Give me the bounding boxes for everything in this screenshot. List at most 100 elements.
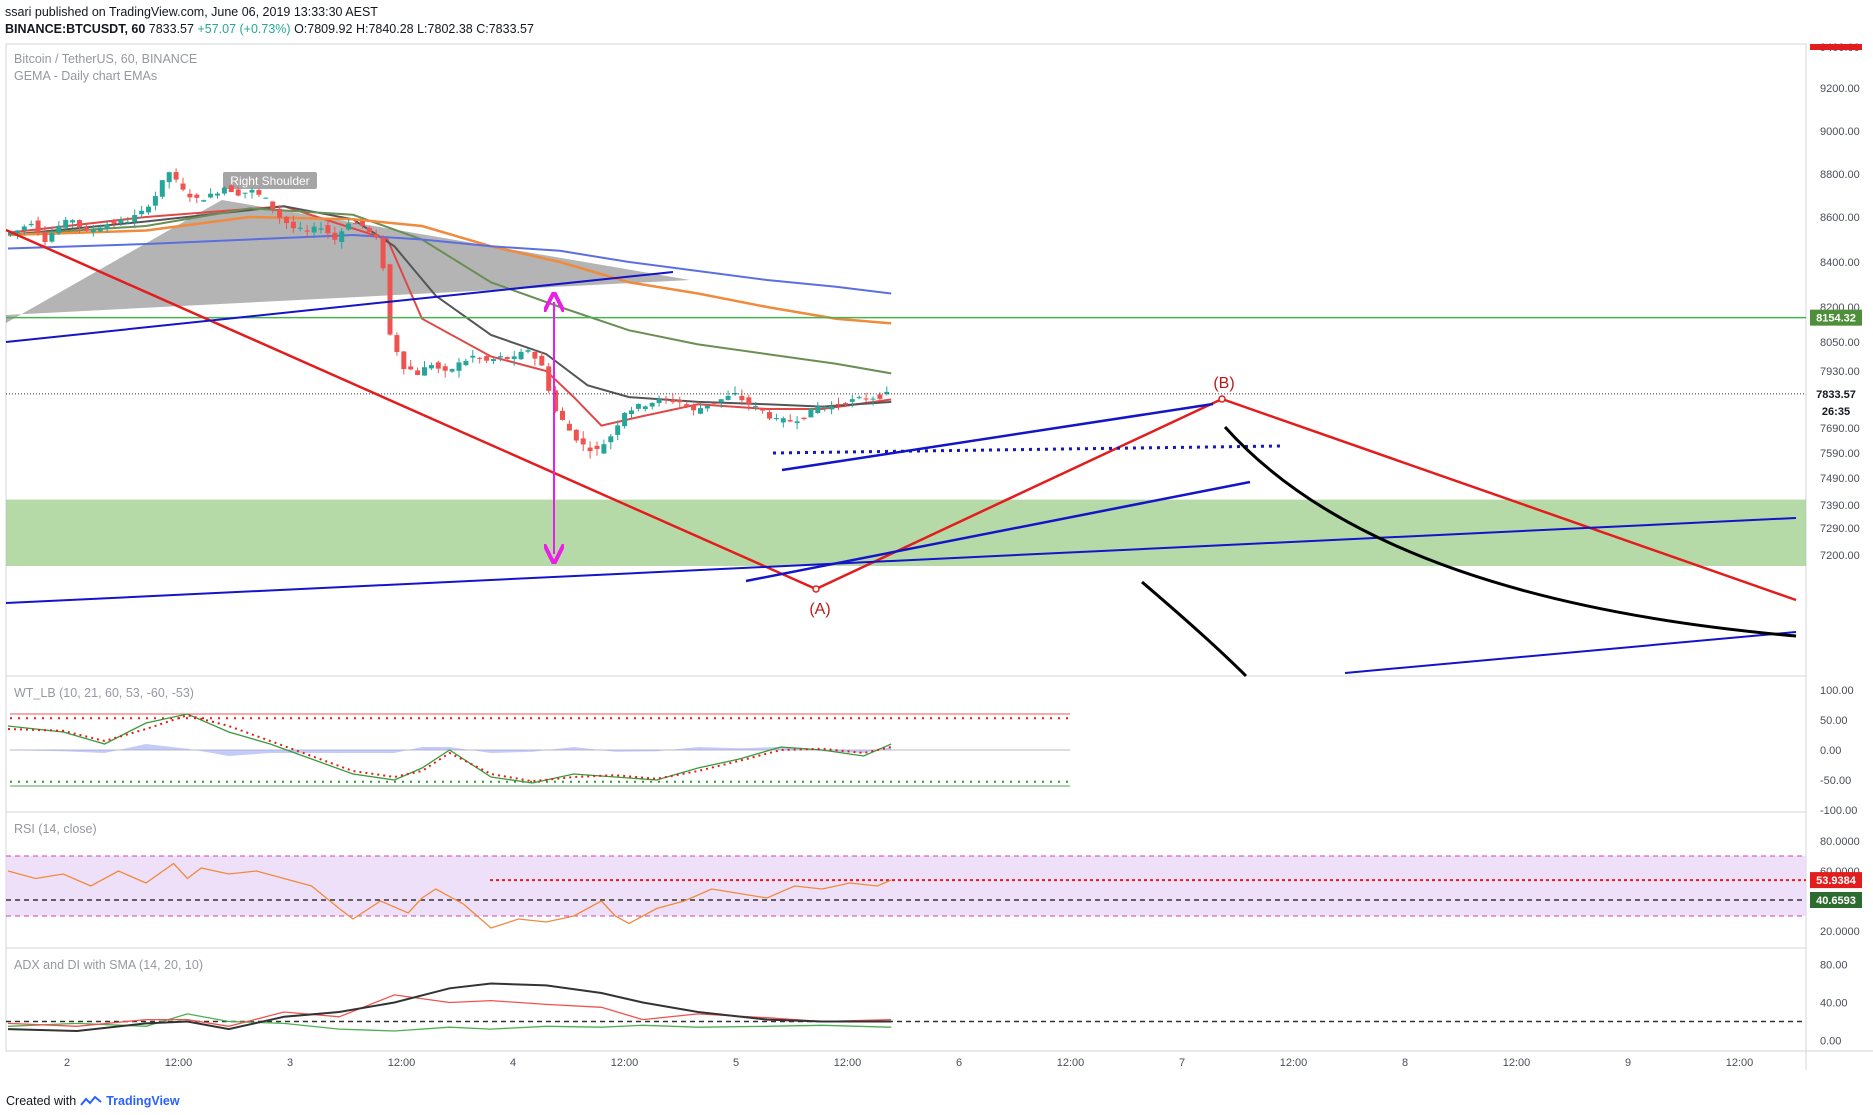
high-value: 7840.28 <box>368 22 414 36</box>
price-tick-label: 7290.00 <box>1820 523 1860 535</box>
candle-body <box>794 421 800 424</box>
rsi-band <box>6 856 1806 916</box>
candle-body <box>656 398 662 403</box>
candle-body <box>849 399 855 402</box>
time-tick-label: 12:00 <box>1726 1057 1754 1069</box>
candle-body <box>573 429 579 441</box>
candle-body <box>815 406 821 413</box>
rsi-upper-tag: 53.9384 <box>1816 875 1857 887</box>
price-tick-label: 8600.00 <box>1820 212 1860 224</box>
right-shoulder-label-bg <box>223 172 317 189</box>
candle-body <box>104 224 110 229</box>
ema-green-line <box>7 207 892 375</box>
footer: Created with TradingView <box>6 1094 180 1108</box>
candle-body <box>435 362 441 369</box>
candle-body <box>311 226 317 233</box>
rsi-pane <box>6 855 1806 929</box>
price-tick-label: 9200.00 <box>1820 83 1860 95</box>
candle-body <box>83 227 89 231</box>
candle-body <box>111 221 117 224</box>
candle-body <box>780 418 786 423</box>
candle-body <box>773 418 779 420</box>
symbol-label[interactable]: BINANCE:BTCUSDT, 60 <box>5 22 146 36</box>
candle-body <box>808 408 814 418</box>
candle-body <box>318 228 324 230</box>
candle-body <box>704 405 710 409</box>
rsi-lower-tag: 40.6593 <box>1816 895 1856 907</box>
candle-body <box>408 366 414 370</box>
wave-b-point <box>1218 395 1226 403</box>
candle-body <box>491 359 496 361</box>
time-tick-label: 12:00 <box>1057 1057 1085 1069</box>
candle-body <box>187 193 193 198</box>
candle-body <box>566 423 572 431</box>
rsi-lower-tag-bg <box>1810 892 1862 909</box>
price-tick-label: 7690.00 <box>1820 423 1860 435</box>
candle-body <box>801 417 807 420</box>
last-price-tag: 7833.57 <box>1816 389 1856 401</box>
candle-body <box>594 445 600 449</box>
level-price-tag-bg <box>1810 309 1862 326</box>
time-tick-label: 12:00 <box>388 1057 416 1069</box>
time-tick-label: 4 <box>510 1057 516 1069</box>
candle-body <box>546 366 552 391</box>
candle-body <box>97 227 103 232</box>
candle-body <box>339 231 345 243</box>
candle-body <box>642 406 648 410</box>
candle-body <box>14 230 20 234</box>
candle-body <box>332 232 338 240</box>
time-tick-label: 12:00 <box>1503 1057 1531 1069</box>
time-tick-label: 6 <box>956 1057 962 1069</box>
candle-body <box>877 394 883 399</box>
head-shoulders-shape <box>6 200 690 323</box>
candle-body <box>746 397 752 405</box>
price-tick-label: 8400.00 <box>1820 257 1860 269</box>
candle-body <box>884 391 890 394</box>
time-tick-label: 12:00 <box>165 1057 193 1069</box>
footer-brand[interactable]: TradingView <box>106 1094 180 1108</box>
candle-body <box>856 397 862 399</box>
time-tick-label: 2 <box>64 1057 70 1069</box>
candle-body <box>760 408 766 411</box>
candle-body <box>842 403 848 405</box>
candle-body <box>518 351 524 360</box>
candle-body <box>353 223 358 225</box>
candle-body <box>463 361 469 366</box>
wave-b-label: (B) <box>1213 375 1234 392</box>
candle-body <box>290 221 296 229</box>
candle-body <box>629 410 634 415</box>
price-tick-label: 7930.00 <box>1820 366 1860 378</box>
indicator-tick-label: 20.0000 <box>1820 926 1860 938</box>
candle-body <box>449 369 455 372</box>
candle-body <box>525 350 531 352</box>
indicator-tick-label: 80.00 <box>1820 960 1848 972</box>
candle-body <box>139 210 145 215</box>
candle-body <box>28 223 34 226</box>
candle-body <box>366 227 372 232</box>
candle-body <box>35 220 41 233</box>
candle-body <box>394 335 400 352</box>
candle-body <box>125 221 131 223</box>
candle-body <box>615 425 621 435</box>
lower-support-line <box>1344 631 1797 674</box>
candle-body <box>63 219 69 228</box>
main-pane-frame <box>5 43 1807 677</box>
candle-body <box>242 192 248 194</box>
price-tick-label: 7590.00 <box>1820 448 1860 460</box>
chart-canvas[interactable]: Bitcoin / TetherUS, 60, BINANCE GEMA - D… <box>0 0 1873 1090</box>
indicator-tick-label: -50.00 <box>1820 775 1851 787</box>
candle-body <box>249 189 255 193</box>
time-tick-label: 3 <box>287 1057 293 1069</box>
indicator-tick-label: 0.00 <box>1820 745 1841 757</box>
candle-body <box>297 227 303 229</box>
candle-body <box>836 403 841 406</box>
candle-body <box>649 402 655 407</box>
candle-body <box>739 395 745 401</box>
candle-body <box>359 221 365 226</box>
candle-body <box>725 395 731 400</box>
candle-body <box>863 398 869 400</box>
footer-created-label: Created with <box>6 1094 77 1108</box>
candle-body <box>90 229 96 233</box>
main-title: Bitcoin / TetherUS, 60, BINANCE <box>14 52 197 66</box>
close-label: C: <box>476 22 489 36</box>
